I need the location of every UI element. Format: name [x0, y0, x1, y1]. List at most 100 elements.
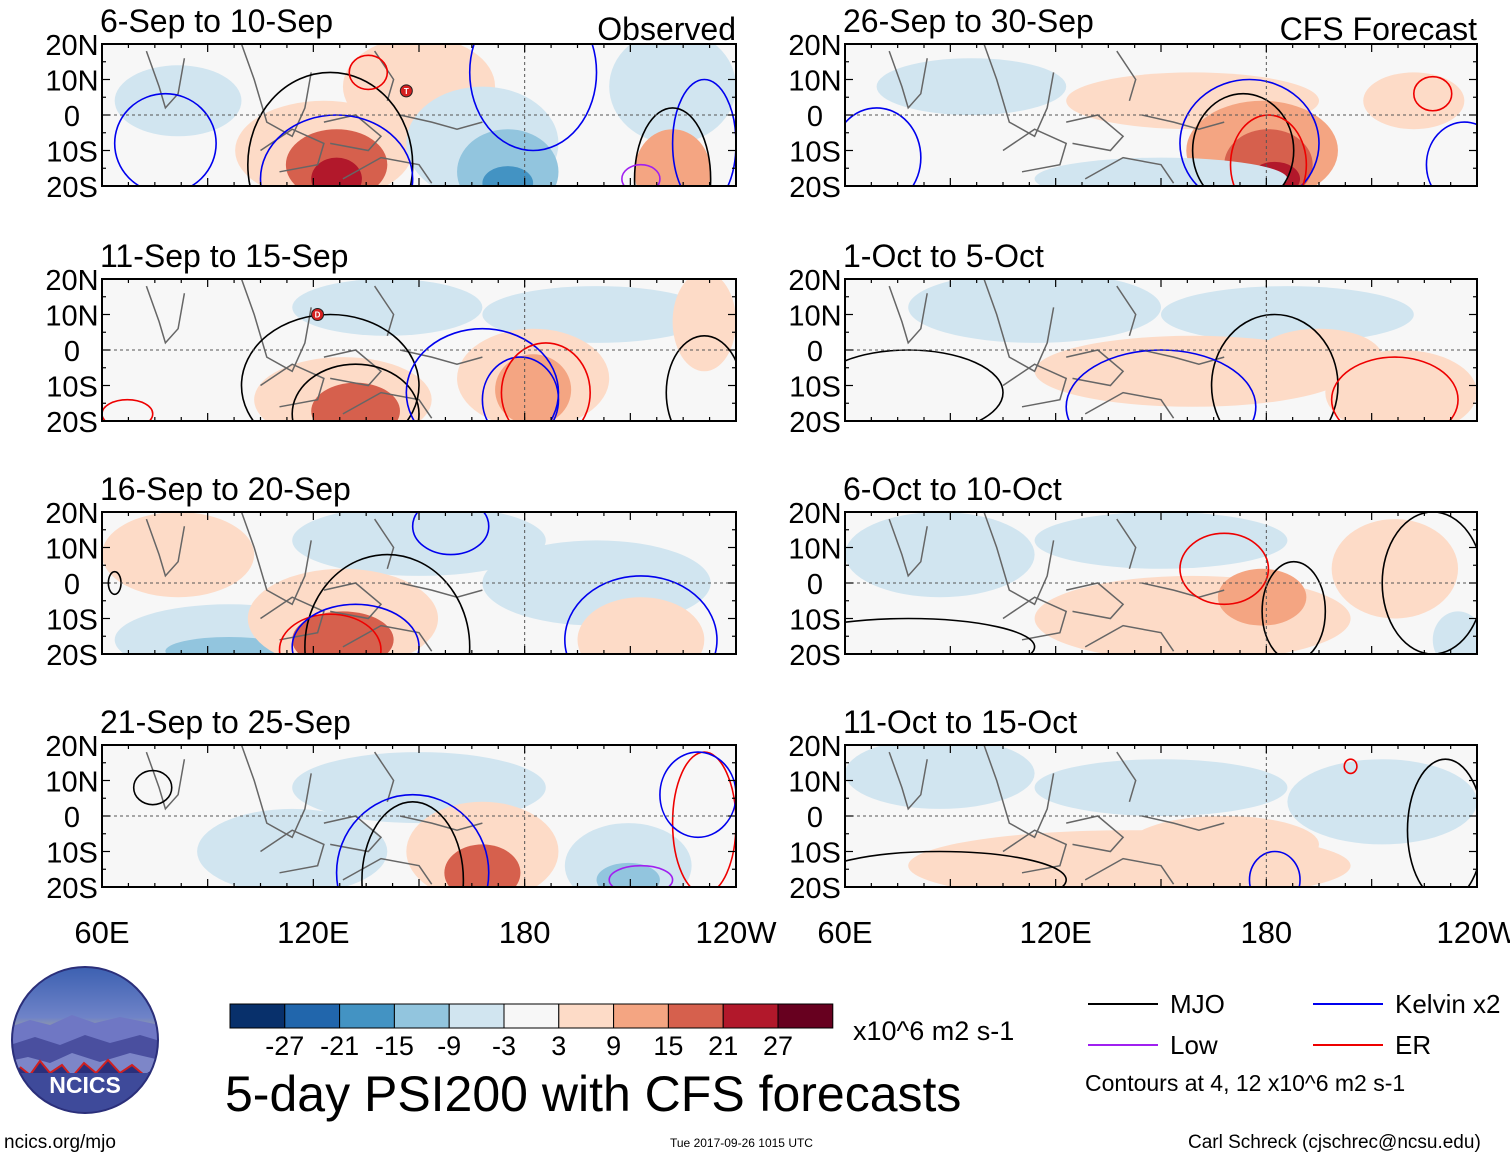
- coastline: [240, 745, 312, 839]
- colorbar-swatch: [777, 1003, 834, 1029]
- contour-k: [481, 356, 560, 421]
- colorbar-units: x10^6 m2 s-1: [853, 1016, 1014, 1046]
- coastline: [888, 50, 928, 110]
- x-tick-label: 120E: [277, 915, 349, 950]
- contour-er: [1229, 114, 1308, 186]
- contour-er: [500, 342, 591, 421]
- storm-marker: [311, 308, 325, 321]
- panel-title: 21-Sep to 25-Sep: [100, 704, 351, 740]
- coastline: [1141, 815, 1225, 831]
- y-tick-label: 0: [807, 336, 823, 368]
- contour-k: [468, 44, 598, 152]
- panel-header: Observed: [597, 11, 736, 47]
- contour-mjo: [361, 801, 465, 887]
- contour-l: [608, 864, 674, 887]
- y-tick-label: 0: [807, 569, 823, 601]
- x-tick-label: 120W: [696, 915, 778, 950]
- contour-k: [1179, 78, 1320, 186]
- contour-mjo: [845, 850, 1067, 887]
- psi-anomaly-shade: [1331, 519, 1459, 619]
- coastline: [1116, 751, 1137, 803]
- contour-er: [278, 613, 382, 654]
- y-tick-label: 10S: [46, 605, 98, 637]
- coastline: [399, 582, 483, 598]
- contour-mjo: [665, 335, 736, 421]
- coastline: [1002, 596, 1068, 641]
- psi-anomaly-shade: [482, 166, 534, 186]
- y-tick-label: 0: [807, 802, 823, 834]
- y-tick-label: 0: [64, 802, 80, 834]
- colorbar-swatch: [339, 1003, 395, 1029]
- panel-title: 16-Sep to 20-Sep: [100, 471, 351, 507]
- y-tick-label: 20N: [788, 30, 841, 62]
- psi-anomaly-shade: [1129, 816, 1319, 873]
- psi-anomaly-shade: [311, 382, 400, 421]
- y-tick-label: 10N: [788, 301, 841, 333]
- panel-title: 6-Sep to 10-Sep: [100, 3, 333, 39]
- coastline: [342, 156, 433, 184]
- coastline: [260, 128, 325, 173]
- contour-mjo: [304, 553, 471, 654]
- colorbar-swatch: [722, 1003, 779, 1029]
- y-tick-label: 20S: [789, 172, 841, 204]
- y-tick-label: 10N: [788, 767, 841, 799]
- contour-mjo: [1210, 313, 1339, 421]
- contour-mjo: [1191, 92, 1295, 186]
- psi-anomaly-shade: [1287, 759, 1477, 845]
- colorbar-swatch: [558, 1003, 615, 1029]
- y-tick-label: 20N: [45, 265, 98, 297]
- footer-url[interactable]: ncics.org/mjo: [4, 1132, 116, 1153]
- colorbar-label: -27: [265, 1031, 304, 1061]
- legend-label: Kelvin x2: [1395, 989, 1501, 1019]
- panel-title: 26-Sep to 30-Sep: [843, 3, 1094, 39]
- y-tick-label: 20N: [788, 731, 841, 763]
- psi-anomaly-shade: [457, 129, 559, 186]
- x-tick-label: 60E: [74, 915, 129, 950]
- coastline: [145, 751, 186, 811]
- y-tick-label: 10S: [789, 137, 841, 169]
- y-tick-label: 0: [64, 569, 80, 601]
- psi-anomaly-shade: [482, 286, 711, 343]
- x-tick-label: 120E: [1019, 915, 1091, 950]
- psi-anomaly-shade: [114, 65, 242, 137]
- coastline: [983, 512, 1055, 606]
- coastline: [888, 518, 928, 578]
- coastline: [983, 44, 1055, 138]
- y-tick-label: 10S: [789, 838, 841, 870]
- psi-anomaly-shade: [292, 512, 546, 576]
- psi-anomaly-shade: [845, 745, 1035, 809]
- coastline: [1002, 128, 1068, 173]
- psi-anomaly-shade: [1432, 611, 1477, 654]
- psi-anomaly-shade: [1161, 286, 1414, 343]
- contour-er: [1330, 356, 1459, 421]
- psi-anomaly-shade: [292, 279, 483, 336]
- y-tick-label: 20S: [789, 873, 841, 905]
- coastline: [888, 285, 928, 345]
- psi-anomaly-shade: [845, 512, 1035, 598]
- psi-anomaly-shade: [577, 597, 705, 654]
- coastline: [1141, 114, 1225, 130]
- coastline: [260, 363, 325, 408]
- contour-k: [335, 793, 490, 887]
- x-tick-label: 180: [499, 915, 551, 950]
- logo-text: NCICS: [49, 1072, 121, 1098]
- psi-anomaly-shade: [609, 44, 736, 144]
- contour-k: [845, 107, 922, 186]
- y-tick-label: 20N: [45, 498, 98, 530]
- coastline: [373, 285, 395, 337]
- coastline: [145, 50, 186, 110]
- contour-k: [1425, 121, 1477, 186]
- coastline: [1141, 349, 1225, 365]
- psi-anomaly-shade: [908, 279, 1161, 343]
- contour-er: [102, 398, 154, 421]
- y-tick-label: 10N: [45, 66, 98, 98]
- y-tick-label: 0: [64, 336, 80, 368]
- storm-marker-label: T: [404, 87, 409, 96]
- contour-k: [1248, 850, 1301, 887]
- legend-label: Low: [1170, 1030, 1218, 1060]
- colorbar-swatch: [667, 1003, 724, 1029]
